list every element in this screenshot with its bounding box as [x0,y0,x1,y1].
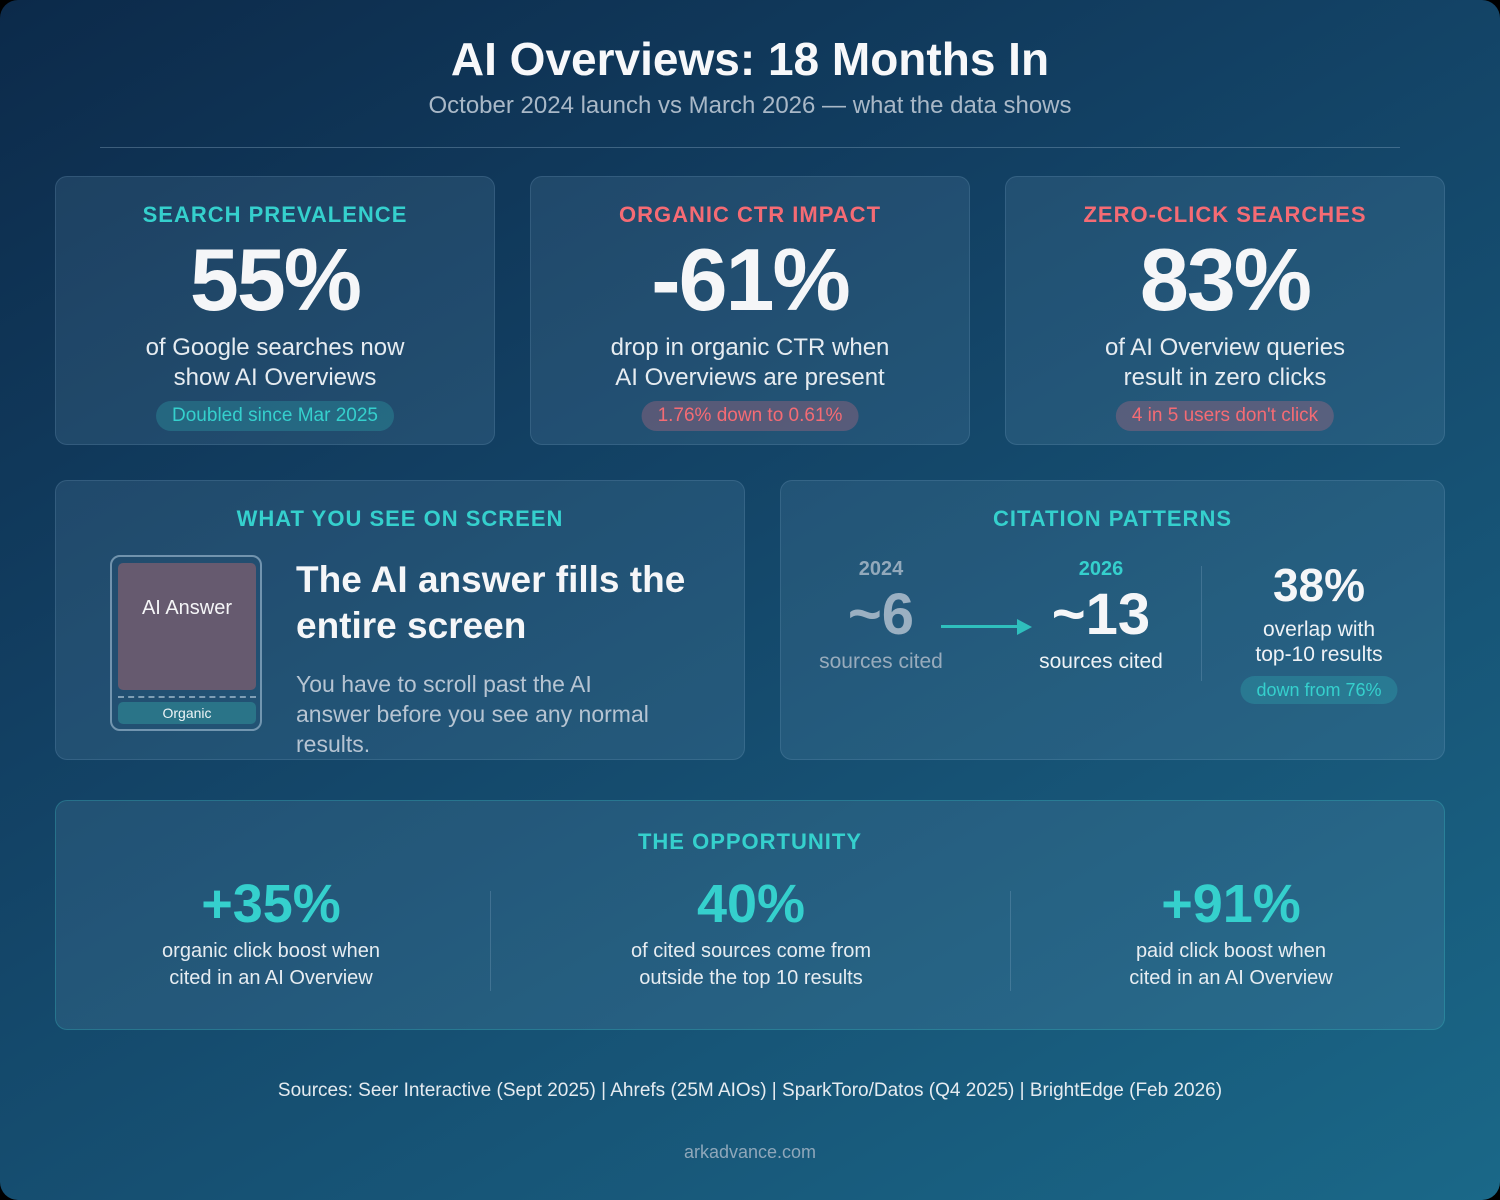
stat-card-zero-click: ZERO-CLICK SEARCHES 83% of AI Overview q… [1005,176,1445,445]
panel-label: WHAT YOU SEE ON SCREEN [236,506,564,531]
overlap-badge: down from 76% [1240,676,1398,704]
overlap-value: 38% [1272,559,1366,611]
sources-citation: Sources: Seer Interactive (Sept 2025) | … [277,1080,1223,1101]
header-divider [100,147,1400,148]
opportunity-description: paid click boost when cited in an AI Ove… [1031,938,1431,992]
stat-value: 83% [1139,230,1312,329]
description-line: outside the top 10 results [639,967,863,989]
mockup-organic: Organic [118,702,256,724]
description-line: organic click boost when [162,940,380,962]
screen-panel: WHAT YOU SEE ON SCREEN AI Answer Organic… [55,480,745,760]
panel-label: THE OPPORTUNITY [637,829,862,854]
description-line: cited in an AI Overview [1129,967,1333,989]
opportunity-description: organic click boost when cited in an AI … [71,938,471,992]
description-line: of Google searches now [145,334,405,361]
stat-badge: 1.76% down to 0.61% [641,401,859,431]
mockup-ai-answer: AI Answer [118,563,256,690]
page-title: AI Overviews: 18 Months In [450,33,1050,85]
opportunity-panel: THE OPPORTUNITY +35% organic click boost… [55,800,1445,1030]
stat-value: -61% [651,230,850,329]
panel-label: CITATION PATTERNS [992,506,1233,531]
divider [1010,891,1011,991]
description-line: show AI Overviews [173,364,377,391]
card-label: SEARCH PREVALENCE [142,202,408,227]
stat-card-search-prevalence: SEARCH PREVALENCE 55% of Google searches… [55,176,495,445]
caption-line: top-10 results [1255,643,1383,666]
stat-description: of AI Overview queries result in zero cl… [1006,333,1444,393]
opportunity-description: of cited sources come from outside the t… [551,938,951,992]
description-line: of cited sources come from [630,940,872,962]
stat-badge: Doubled since Mar 2025 [156,401,394,431]
footer-domain: arkadvance.com [683,1142,817,1162]
screen-mockup: AI Answer Organic [110,555,262,731]
description-line: cited in an AI Overview [169,967,373,989]
stat-card-organic-ctr: ORGANIC CTR IMPACT -61% drop in organic … [530,176,970,445]
stat-badge: 4 in 5 users don't click [1115,401,1335,431]
card-label: ORGANIC CTR IMPACT [618,202,882,227]
opportunity-value: +91% [1161,874,1301,934]
year-after: 2026 [1078,558,1124,580]
screen-body-text: You have to scroll past the AI answer be… [296,671,649,757]
description-line: paid click boost when [1135,940,1327,962]
divider [1201,566,1202,681]
page-subtitle: October 2024 launch vs March 2026 — what… [428,92,1072,119]
sources-before-caption: sources cited [819,650,943,673]
arrow-right-icon [941,619,1033,635]
description-line: of AI Overview queries [1104,334,1346,361]
opportunity-value: +35% [201,874,341,934]
divider [490,891,491,991]
description-line: result in zero clicks [1123,364,1327,391]
overlap-caption: overlap with top-10 results [1219,617,1419,667]
citation-panel: CITATION PATTERNS 2024 ~6 sources cited … [780,480,1445,760]
sources-before-value: ~6 [847,582,915,647]
card-label: ZERO-CLICK SEARCHES [1083,202,1367,227]
caption-line: overlap with [1262,618,1376,641]
description-line: AI Overviews are present [615,364,885,391]
stat-description: drop in organic CTR when AI Overviews ar… [531,333,969,393]
screen-headline: The AI answer fills the entire screen [296,559,686,646]
sources-after-value: ~13 [1051,582,1151,647]
fold-line [118,696,256,698]
year-before: 2024 [858,558,904,580]
stat-value: 55% [189,230,362,329]
sources-after-caption: sources cited [1039,650,1163,673]
stat-description: of Google searches now show AI Overviews [56,333,494,393]
description-line: drop in organic CTR when [610,334,890,361]
opportunity-value: 40% [696,874,806,934]
